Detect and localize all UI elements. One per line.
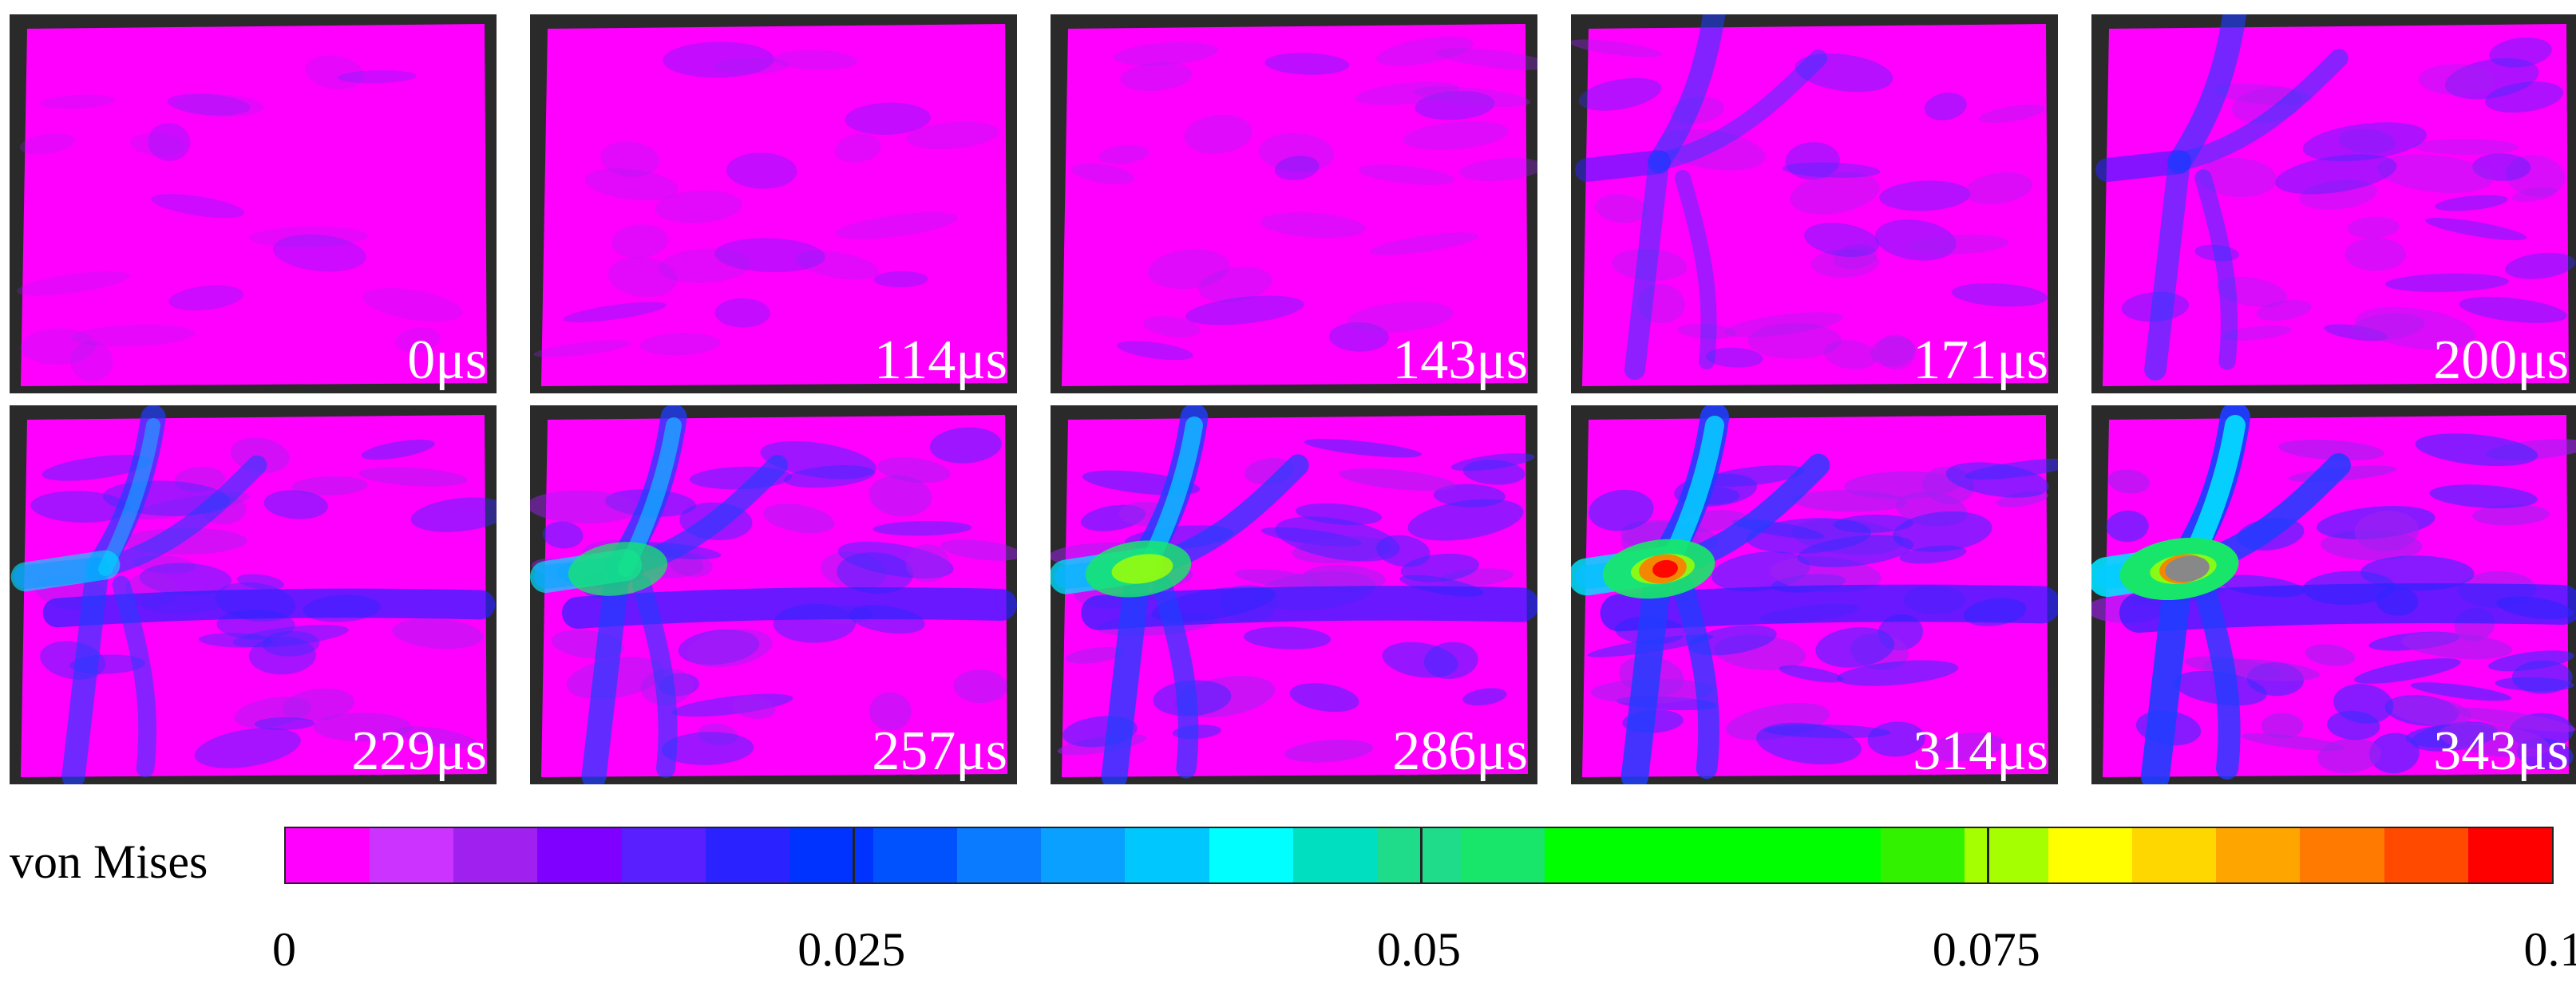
colorbar-gradient (284, 827, 2554, 884)
colorbar-tick-label: 0 (272, 923, 296, 976)
strain-frame: 0μs (10, 14, 497, 393)
frame-grid: 0μs 114μs 143μs 171μs 200μs 229μs 257μs 286μs 31… (10, 14, 2576, 784)
strain-frame: 200μs (2091, 14, 2576, 393)
colorbar-segment (537, 828, 622, 882)
colorbar-title: von Mises (10, 835, 208, 888)
strain-field-image (10, 405, 497, 784)
colorbar-segment (789, 828, 873, 882)
strain-field-image (533, 24, 1007, 386)
strain-frame: 229μs (10, 405, 497, 784)
time-label: 0μs (407, 330, 487, 391)
strain-field-image (1571, 405, 2058, 784)
time-label: 257μs (872, 721, 1007, 782)
strain-frame: 257μs (530, 405, 1017, 784)
time-label: 286μs (1392, 721, 1528, 782)
colorbar-tick (852, 828, 855, 882)
colorbar-segment (453, 828, 538, 882)
colorbar-segment (1880, 828, 1965, 882)
colorbar-segment (873, 828, 958, 882)
time-label: 343μs (2433, 721, 2569, 782)
strain-frame: 286μs (1051, 405, 1537, 784)
strain-field-image (16, 24, 487, 386)
colorbar-segment (2384, 828, 2468, 882)
colorbar-tick (1419, 828, 1423, 882)
colorbar-segment (2132, 828, 2217, 882)
colorbar-segment (621, 828, 706, 882)
strain-frame: 171μs (1571, 14, 2058, 393)
colorbar: von Mises 0 0.025 0.05 0.075 0.1 (0, 798, 2576, 987)
colorbar-segment (2467, 828, 2552, 882)
colorbar-segment (1292, 828, 1377, 882)
strain-field-image (1051, 405, 1537, 784)
colorbar-segment (1964, 828, 2048, 882)
colorbar-segment (370, 828, 454, 882)
colorbar-segment (705, 828, 789, 882)
colorbar-segment (286, 828, 370, 882)
time-label: 114μs (873, 330, 1007, 391)
colorbar-segment (1460, 828, 1545, 882)
strain-field-image (530, 405, 1017, 784)
colorbar-segment (1376, 828, 1461, 882)
time-label: 200μs (2433, 330, 2569, 391)
colorbar-segment (2300, 828, 2384, 882)
strain-frame: 143μs (1051, 14, 1537, 393)
strain-field-image (2095, 14, 2576, 386)
colorbar-segment (1545, 828, 1629, 882)
colorbar-segment (2216, 828, 2301, 882)
strain-field-image (2091, 405, 2576, 784)
colorbar-segment (1628, 828, 1713, 882)
colorbar-segment (1041, 828, 1126, 882)
colorbar-tick-label: 0.1 (2523, 923, 2576, 976)
time-label: 143μs (1392, 330, 1528, 391)
strain-frame: 314μs (1571, 405, 2058, 784)
colorbar-segment (1796, 828, 1881, 882)
colorbar-segment (1209, 828, 1293, 882)
strain-field-image (1571, 14, 2048, 386)
colorbar-tick-label: 0.05 (1377, 923, 1461, 976)
strain-field-image (1062, 24, 1537, 386)
time-label: 171μs (1913, 330, 2048, 391)
colorbar-segment (2048, 828, 2133, 882)
colorbar-tick-label: 0.075 (1932, 923, 2040, 976)
colorbar-tick-label: 0.025 (797, 923, 906, 976)
colorbar-tick (1987, 828, 1990, 882)
time-label: 314μs (1913, 721, 2048, 782)
colorbar-segment (1125, 828, 1209, 882)
time-label: 229μs (351, 721, 487, 782)
strain-frame: 114μs (530, 14, 1017, 393)
strain-frame: 343μs (2091, 405, 2576, 784)
colorbar-segment (957, 828, 1042, 882)
colorbar-segment (1712, 828, 1797, 882)
